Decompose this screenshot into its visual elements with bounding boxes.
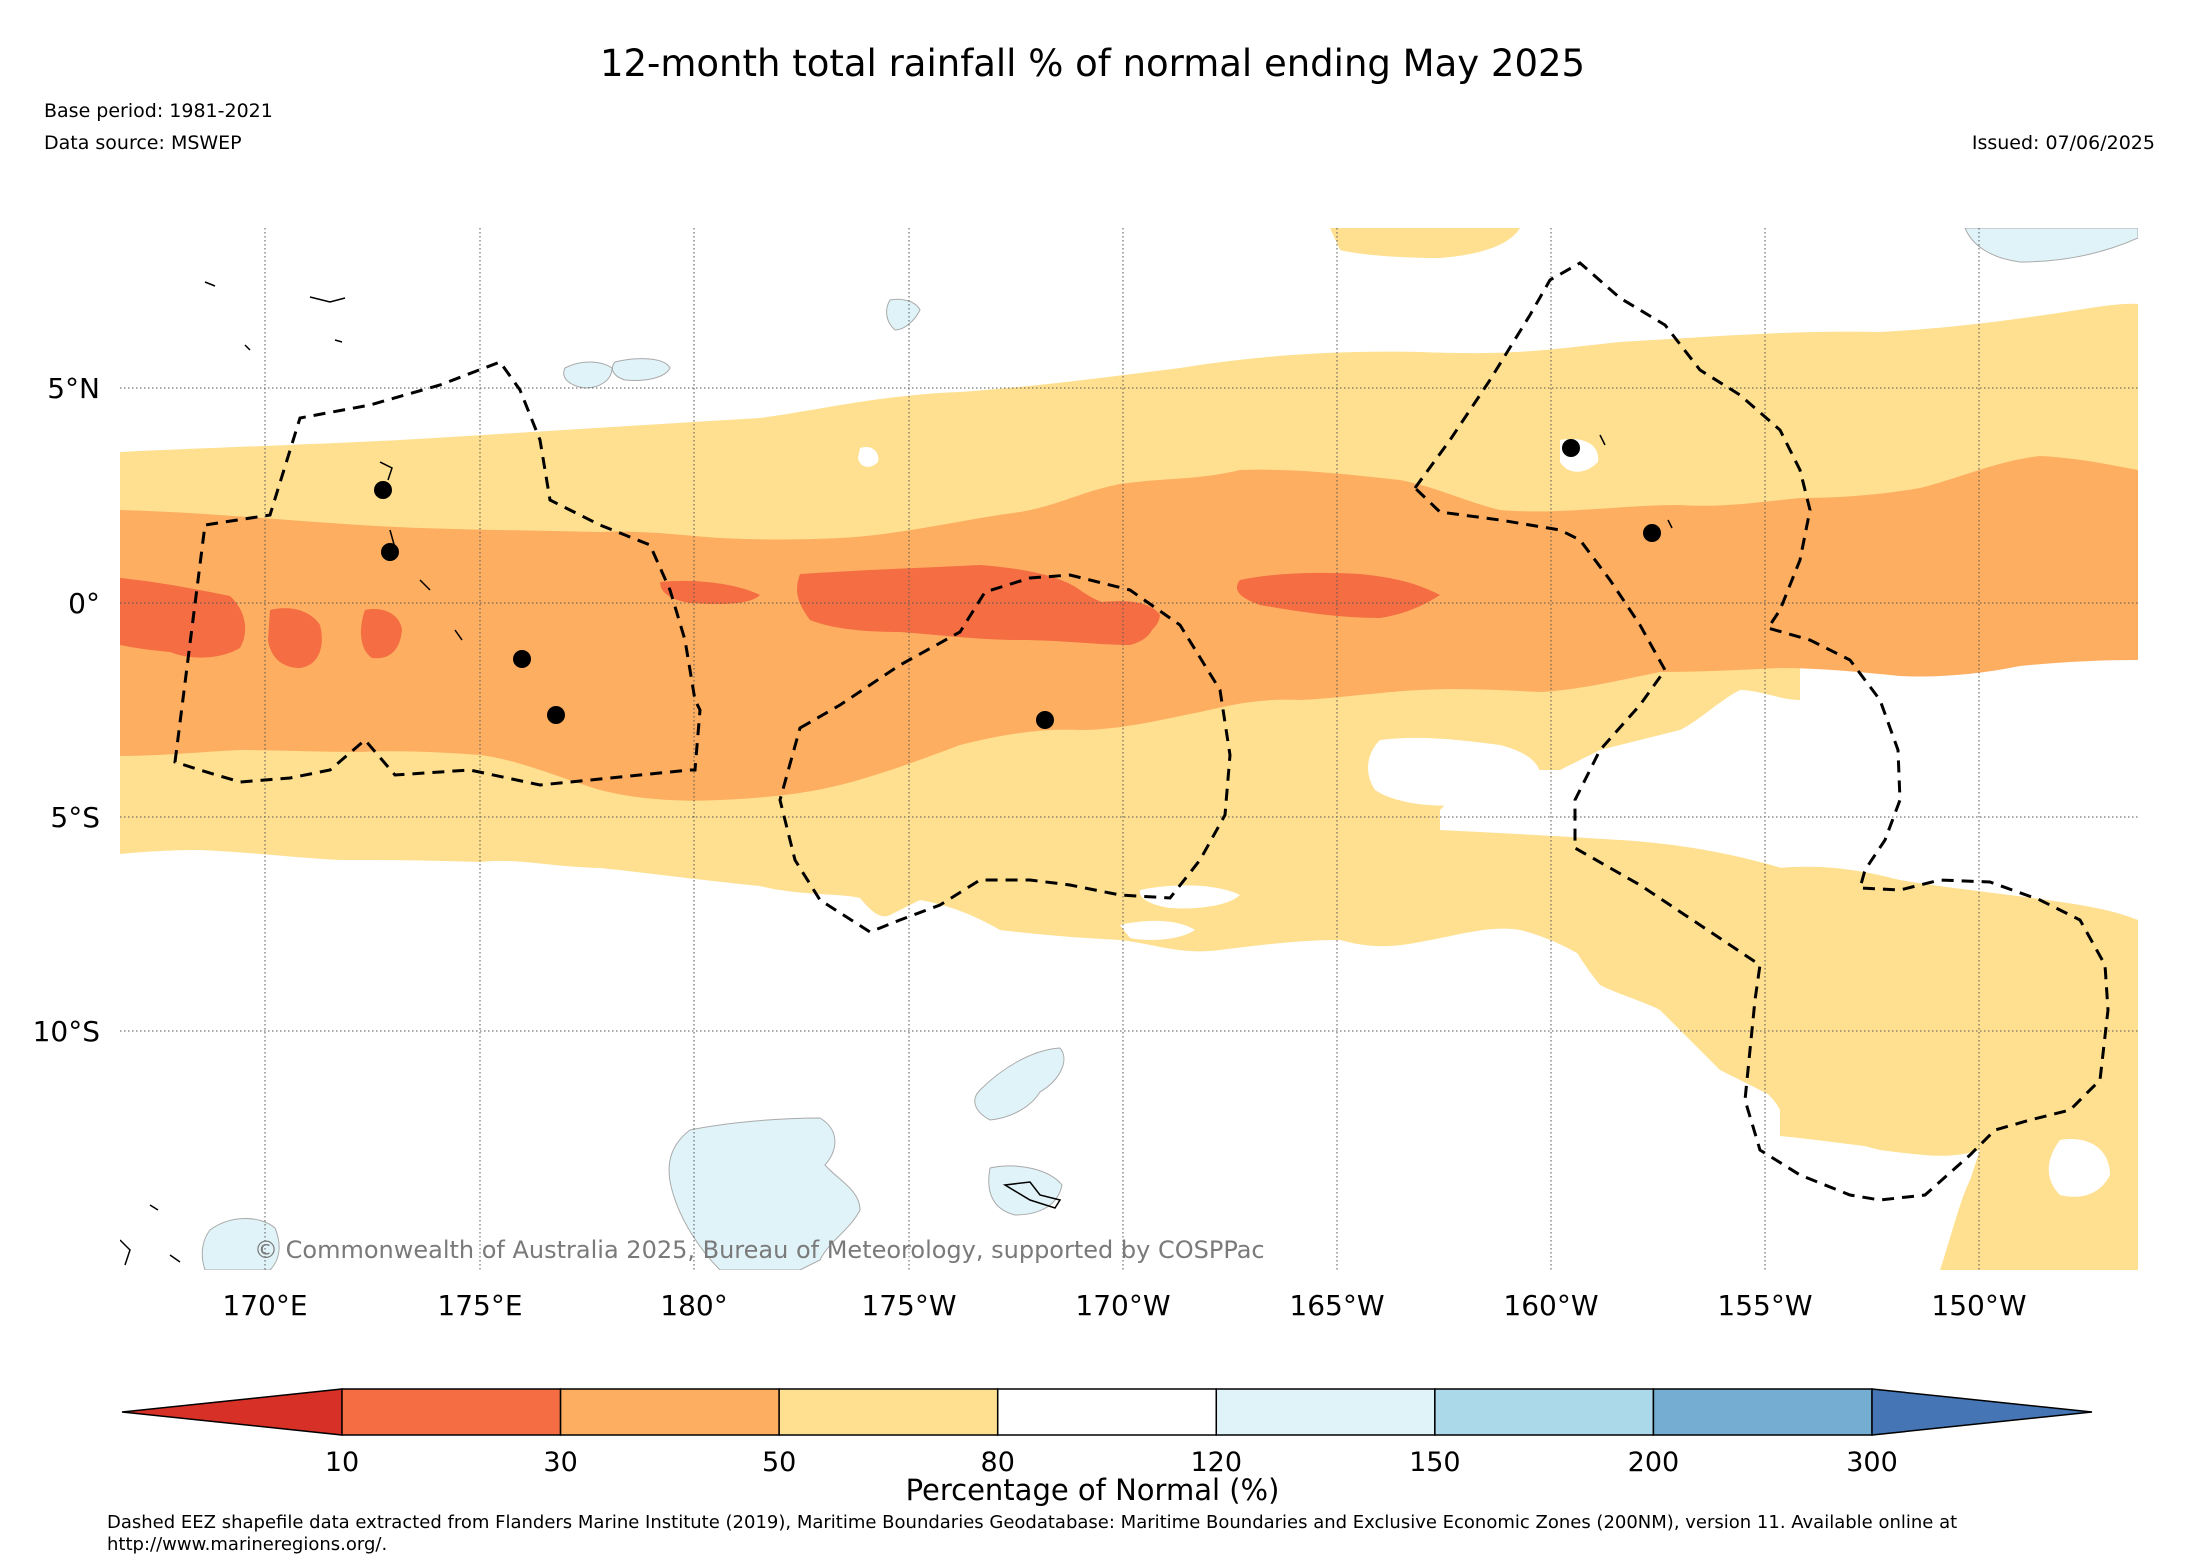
colorbar-tick-label: 120 xyxy=(1191,1447,1243,1478)
island-marker xyxy=(513,650,531,668)
lat-label-5n: 5°N xyxy=(47,372,100,405)
colorbar-extend-high xyxy=(1871,1388,2093,1436)
rainfall-band-50-80-se xyxy=(1560,860,2138,1156)
lon-label-170w: 170°W xyxy=(1075,1289,1170,1322)
lon-label-165w: 165°W xyxy=(1289,1289,1384,1322)
eez-boundary-line-islands xyxy=(1413,261,2110,1202)
island-marker xyxy=(547,706,565,724)
colorbar-tick-label: 30 xyxy=(543,1447,577,1478)
island-marker xyxy=(1036,711,1054,729)
colorbar-extend-low xyxy=(121,1388,343,1436)
island-marker xyxy=(1562,439,1580,457)
colorbar-tick-label: 300 xyxy=(1846,1447,1898,1478)
longitude-labels: 170°E 175°E 180° 175°W 170°W 165°W 160°W… xyxy=(222,1289,2026,1322)
lat-label-10s: 10°S xyxy=(33,1015,100,1048)
lon-label-180: 180° xyxy=(660,1289,727,1322)
colorbar-segment xyxy=(1434,1388,1655,1436)
island-marker xyxy=(374,481,392,499)
data-source-label: Data source: MSWEP xyxy=(44,132,242,154)
colorbar-segment xyxy=(778,1388,999,1436)
lon-label-160w: 160°W xyxy=(1503,1289,1598,1322)
rainfall-band-120-150 xyxy=(886,298,921,331)
colorbar-tick-label: 150 xyxy=(1409,1447,1461,1478)
eez-footnote: Dashed EEZ shapefile data extracted from… xyxy=(107,1512,1958,1555)
colorbar-segment xyxy=(341,1388,562,1436)
colorbar-tick-label: 10 xyxy=(325,1447,359,1478)
lat-label-5s: 5°S xyxy=(50,801,100,834)
colorbar-labels: 10 30 50 80 120 150 200 300 xyxy=(325,1447,1898,1478)
colorbar-segment xyxy=(1652,1388,1873,1436)
copyright-credit: © Commonwealth of Australia 2025, Bureau… xyxy=(254,1236,1265,1264)
lat-label-0: 0° xyxy=(68,587,100,620)
latitude-labels: 5°N 0° 5°S 10°S xyxy=(33,372,100,1048)
issued-date-label: Issued: 07/06/2025 xyxy=(1971,132,2155,154)
island-markers xyxy=(374,439,1661,729)
colorbar-segment xyxy=(1215,1388,1436,1436)
lon-label-170e: 170°E xyxy=(222,1289,307,1322)
rainfall-band-10-30 xyxy=(120,578,246,658)
colorbar-tick-label: 80 xyxy=(981,1447,1015,1478)
map-plot-area xyxy=(120,228,2138,1270)
island-marker xyxy=(1643,524,1661,542)
map-title: 12-month total rainfall % of normal endi… xyxy=(599,42,1586,85)
colorbar-tick-label: 200 xyxy=(1628,1447,1680,1478)
colorbar-title: Percentage of Normal (%) xyxy=(905,1473,1280,1507)
lon-label-175w: 175°W xyxy=(861,1289,956,1322)
base-period-label: Base period: 1981-2021 xyxy=(44,100,273,122)
lon-label-175e: 175°E xyxy=(437,1289,522,1322)
lon-label-155w: 155°W xyxy=(1717,1289,1812,1322)
eez-boundaries xyxy=(173,261,2110,1202)
island-marker xyxy=(381,543,399,561)
eez-boundary-kiribati-gilbert xyxy=(173,360,702,787)
colorbar xyxy=(121,1388,2093,1436)
graticule xyxy=(120,228,2138,1270)
colorbar-tick-label: 50 xyxy=(762,1447,796,1478)
colorbar-segment xyxy=(559,1388,780,1436)
lon-label-150w: 150°W xyxy=(1931,1289,2026,1322)
colorbar-segment xyxy=(996,1388,1218,1436)
